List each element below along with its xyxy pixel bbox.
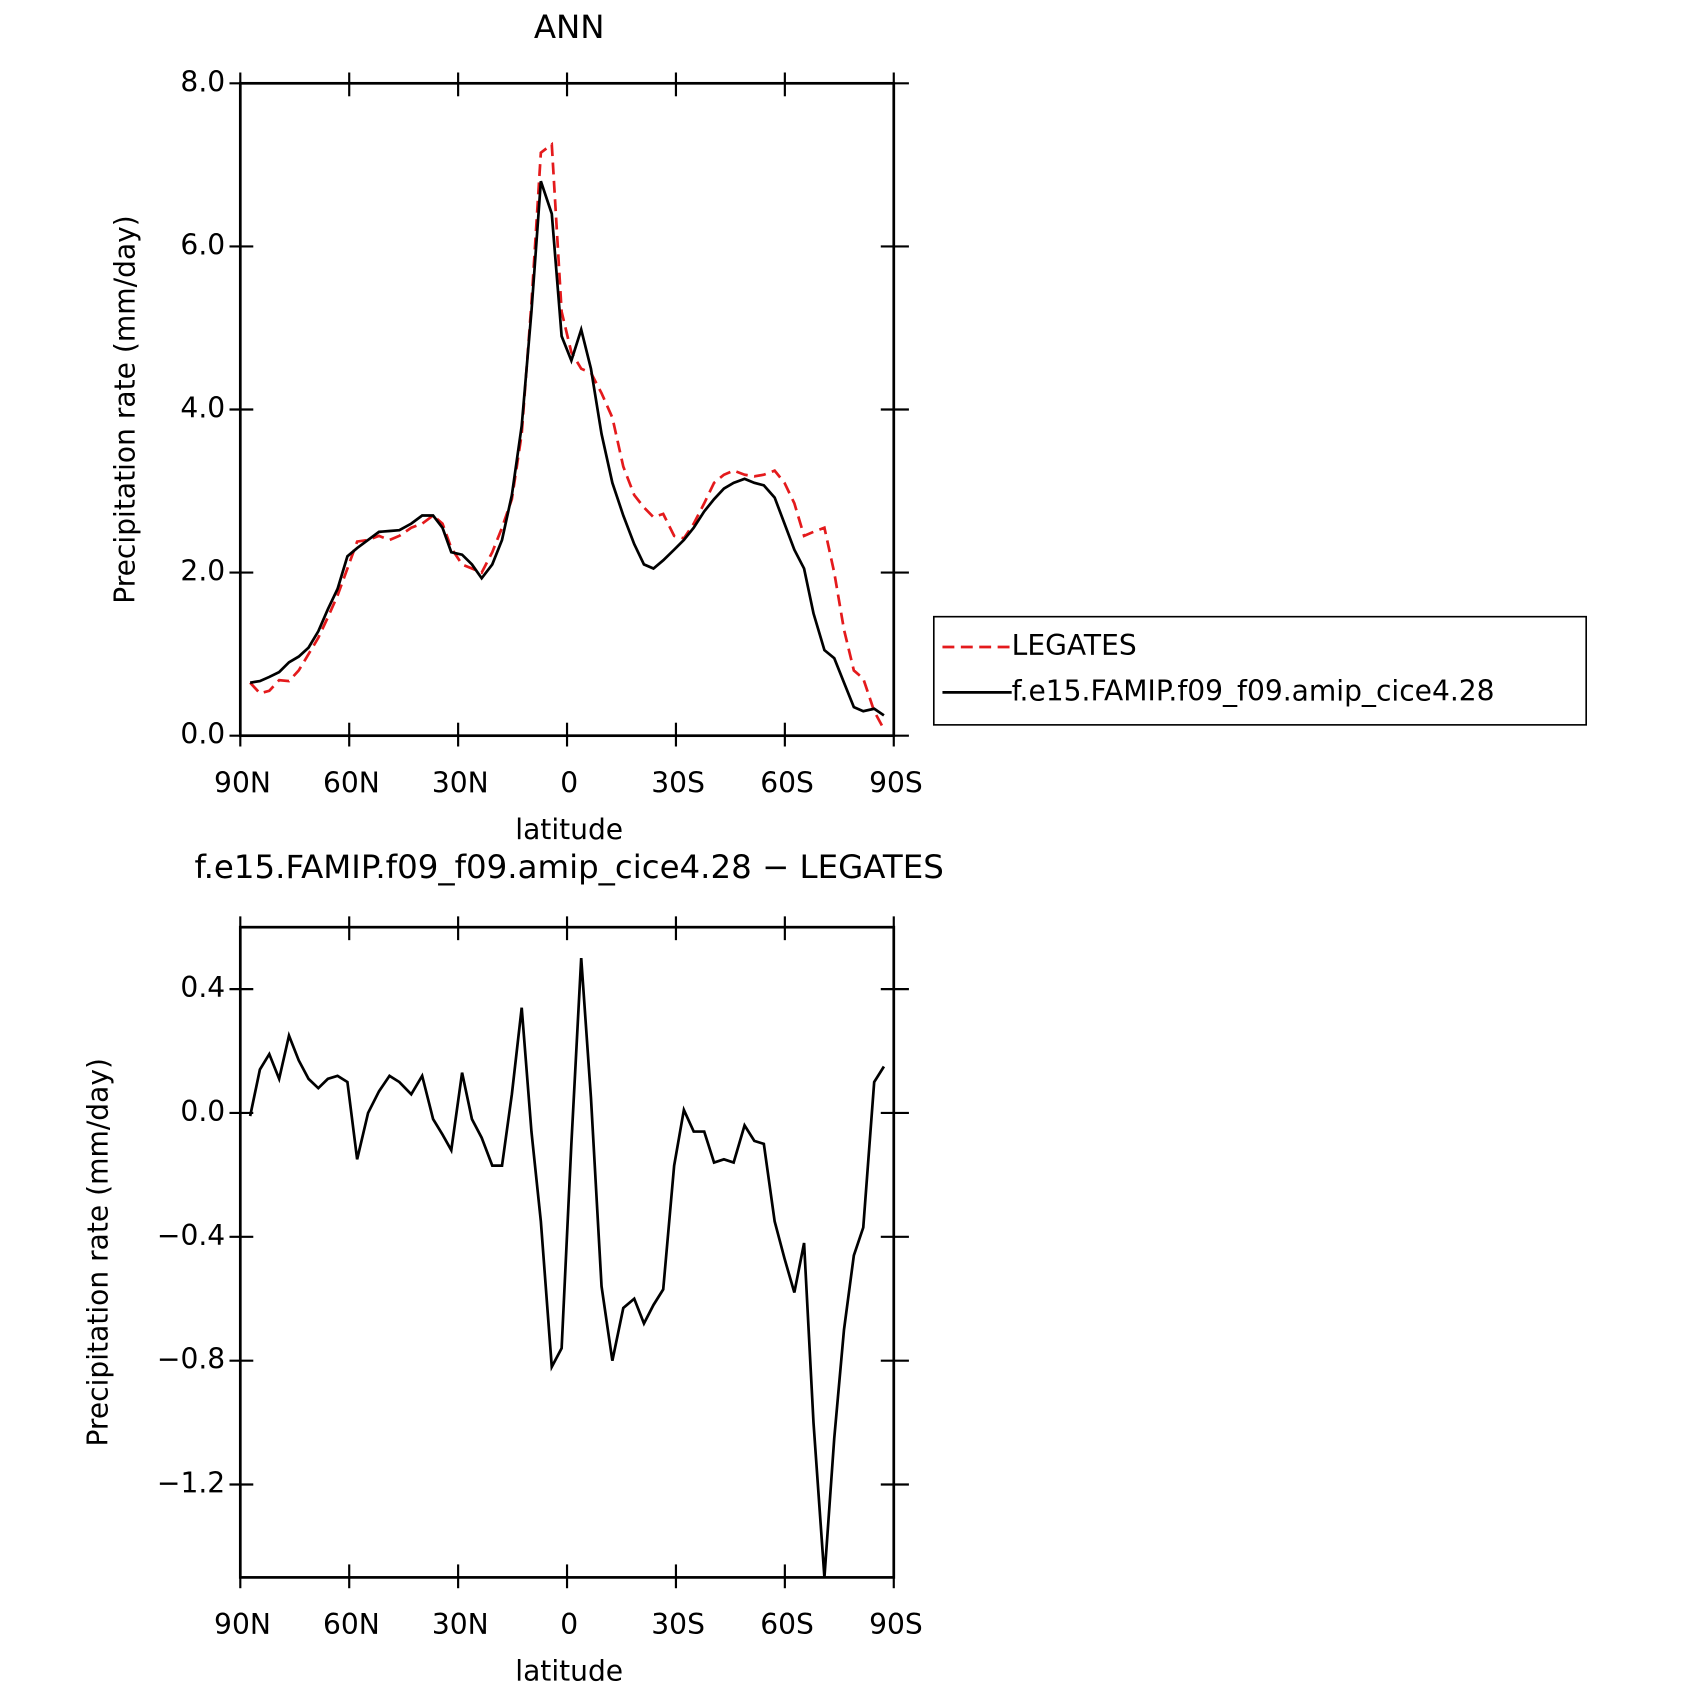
x-tick-label: 30N: [432, 766, 489, 799]
x-tick-label: 0: [560, 766, 578, 799]
y-tick-label: 4.0: [180, 391, 225, 424]
y-tick-label: 0.0: [180, 718, 225, 751]
x-tick-label: 60S: [760, 766, 814, 799]
legend-label: LEGATES: [1012, 629, 1137, 662]
chart-title: f.e15.FAMIP.f09_f09.amip_cice4.28 − LEGA…: [195, 848, 944, 886]
y-axis-label: Precipitation rate (mm/day): [82, 1058, 115, 1447]
x-tick-label: 60N: [323, 766, 380, 799]
x-axis-label: latitude: [515, 813, 623, 846]
y-tick-label: 8.0: [180, 65, 225, 98]
data-line: [249, 180, 885, 717]
y-tick-label: −0.8: [157, 1343, 225, 1376]
x-tick-label: 90N: [214, 1608, 271, 1641]
x-tick-label: 90S: [869, 766, 923, 799]
legend-label: f.e15.FAMIP.f09_f09.amip_cice4.28: [1012, 674, 1495, 707]
y-axis-label: Precipitation rate (mm/day): [109, 215, 142, 604]
x-tick-label: 30S: [651, 766, 705, 799]
y-tick-label: −0.4: [157, 1219, 225, 1252]
y-tick-label: −1.2: [157, 1467, 225, 1500]
y-tick-label: 0.4: [180, 971, 225, 1004]
y-tick-label: 6.0: [180, 228, 225, 261]
chart-title: ANN: [534, 8, 605, 46]
x-tick-label: 60N: [323, 1608, 380, 1641]
legend-box: [932, 615, 1587, 726]
x-tick-label: 0: [560, 1608, 578, 1641]
x-tick-label: 90S: [869, 1608, 923, 1641]
x-axis-label: latitude: [515, 1655, 623, 1688]
y-tick-label: 0.0: [180, 1095, 225, 1128]
x-tick-label: 30N: [432, 1608, 489, 1641]
x-tick-label: 90N: [214, 766, 271, 799]
x-tick-label: 30S: [651, 1608, 705, 1641]
data-line: [249, 141, 886, 730]
data-line: [248, 958, 886, 1578]
y-tick-label: 2.0: [180, 555, 225, 588]
x-tick-label: 60S: [760, 1608, 814, 1641]
